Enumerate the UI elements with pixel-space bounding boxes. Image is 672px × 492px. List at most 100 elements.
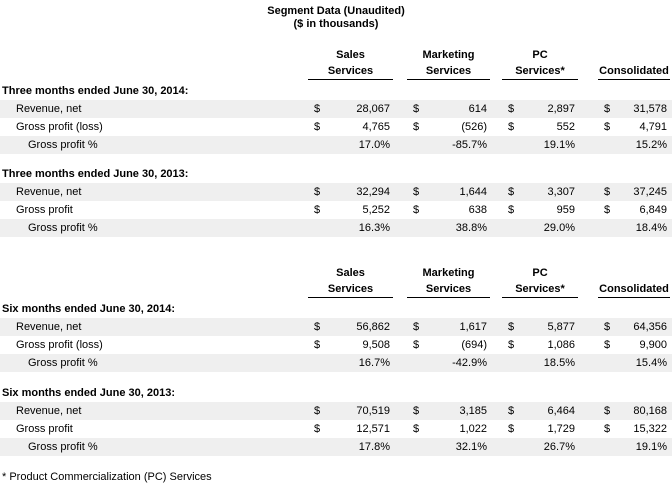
currency-symbol: $ (508, 321, 515, 333)
section-heading-row: Six months ended June 30, 2013: (0, 384, 672, 402)
currency-symbol: $ (413, 103, 420, 115)
spacer (0, 63, 308, 80)
cell-value: 64,356 (633, 321, 667, 333)
cell-value: 2,897 (547, 103, 575, 115)
cell: 26.7% (502, 438, 578, 456)
column-header-marketing: Marketing (422, 267, 475, 279)
cell: $56,862 (308, 318, 393, 336)
cell-value: 1,729 (547, 423, 575, 435)
currency-symbol: $ (314, 321, 321, 333)
cell: 16.7% (308, 354, 393, 372)
currency-symbol: $ (508, 204, 515, 216)
column-header-consolidated: Consolidated (598, 281, 670, 298)
row-label: Gross profit (16, 204, 73, 216)
cell: $1,644 (407, 183, 490, 201)
cell-value: 80,168 (633, 405, 667, 417)
cell-value: 1,617 (459, 321, 487, 333)
column-header-sales: Sales (336, 49, 365, 61)
cell-value: 552 (556, 121, 575, 133)
currency-symbol: $ (508, 103, 515, 115)
column-header-pc: PC (532, 49, 548, 61)
cell: $552 (502, 118, 578, 136)
column-header-pc-services: Services* (502, 281, 578, 298)
column-header-marketing: Marketing (422, 49, 475, 61)
cell-value: 1,022 (459, 423, 487, 435)
cell-value: 1,086 (547, 339, 575, 351)
column-header-marketing-services: Services (407, 63, 490, 80)
section-heading: Six months ended June 30, 2014: (2, 303, 176, 315)
cell: 15.4% (598, 354, 670, 372)
cell: $1,729 (502, 420, 578, 438)
table-row: Revenue, net $56,862 $1,617 $5,877 $64,3… (0, 318, 672, 336)
cell: $ (694) (407, 336, 490, 354)
table-row: Revenue, net $32,294 $1,644 $3,307 $37,2… (0, 183, 672, 201)
cell: $5,877 (502, 318, 578, 336)
footnote: * Product Commercialization (PC) Service… (2, 471, 212, 483)
row-label: Revenue, net (16, 321, 82, 333)
cell-value: (694) (461, 339, 487, 351)
cell-value: 4,791 (639, 121, 667, 133)
row-label: Gross profit % (28, 139, 98, 151)
cell: 38.8% (407, 219, 490, 237)
currency-symbol: $ (604, 121, 611, 133)
currency-symbol: $ (314, 423, 321, 435)
column-header-pc-services: Services* (502, 63, 578, 80)
cell-value: 56,862 (356, 321, 390, 333)
currency-symbol: $ (413, 121, 420, 133)
currency-symbol: $ (314, 186, 321, 198)
column-header-consolidated-blank (598, 265, 670, 281)
section-heading-row: Three months ended June 30, 2013: (0, 165, 672, 183)
cell-value: 3,307 (547, 186, 575, 198)
cell: $6,849 (598, 201, 670, 219)
currency-symbol: $ (413, 321, 420, 333)
currency-symbol: $ (604, 339, 611, 351)
cell: $614 (407, 100, 490, 118)
currency-symbol: $ (314, 103, 321, 115)
cell-value: 38.8% (455, 222, 487, 234)
cell-value: 32.1% (455, 441, 487, 453)
table-subtitle: ($ in thousands) (293, 18, 379, 30)
cell: 17.8% (308, 438, 393, 456)
table-row: Revenue, net $28,067 $614 $2,897 $31,578 (0, 100, 672, 118)
cell-value: 9,508 (362, 339, 390, 351)
cell-value: 17.0% (358, 139, 390, 151)
cell: $28,067 (308, 100, 393, 118)
cell-value: 19.1% (635, 441, 667, 453)
cell-value: -85.7% (452, 139, 487, 151)
column-header-sales-services: Services (308, 281, 393, 298)
cell-value: 1,644 (459, 186, 487, 198)
currency-symbol: $ (508, 405, 515, 417)
column-header-consolidated-blank (598, 47, 670, 63)
cell: $9,900 (598, 336, 670, 354)
cell: 18.5% (502, 354, 578, 372)
currency-symbol: $ (508, 423, 515, 435)
currency-symbol: $ (508, 339, 515, 351)
currency-symbol: $ (604, 103, 611, 115)
currency-symbol: $ (604, 186, 611, 198)
cell-value: 16.3% (358, 222, 390, 234)
section-heading: Three months ended June 30, 2013: (2, 168, 189, 180)
cell: 32.1% (407, 438, 490, 456)
cell-value: 18.4% (635, 222, 667, 234)
cell: 19.1% (598, 438, 670, 456)
cell-value: 32,294 (356, 186, 390, 198)
table-row: Gross profit (loss) $4,765 $ (526) $552 $… (0, 118, 672, 136)
currency-symbol: $ (413, 423, 420, 435)
row-label: Revenue, net (16, 405, 82, 417)
cell: $9,508 (308, 336, 393, 354)
spacer (0, 47, 308, 63)
column-header-marketing-services: Services (407, 281, 490, 298)
section-three-months-2013: Three months ended June 30, 2013: Revenu… (0, 165, 672, 237)
cell-value: 4,765 (362, 121, 390, 133)
cell-value: 5,877 (547, 321, 575, 333)
cell-value: 3,185 (459, 405, 487, 417)
cell: $959 (502, 201, 578, 219)
section-heading: Six months ended June 30, 2013: (2, 387, 176, 399)
section-six-months-2013: Six months ended June 30, 2013: Revenue,… (0, 384, 672, 456)
currency-symbol: $ (604, 423, 611, 435)
cell-value: 959 (556, 204, 575, 216)
section-heading-row: Three months ended June 30, 2014: (0, 82, 672, 100)
cell: 15.2% (598, 136, 670, 154)
table-row-percent: Gross profit % 17.0% -85.7% 19.1% 15.2% (0, 136, 672, 154)
